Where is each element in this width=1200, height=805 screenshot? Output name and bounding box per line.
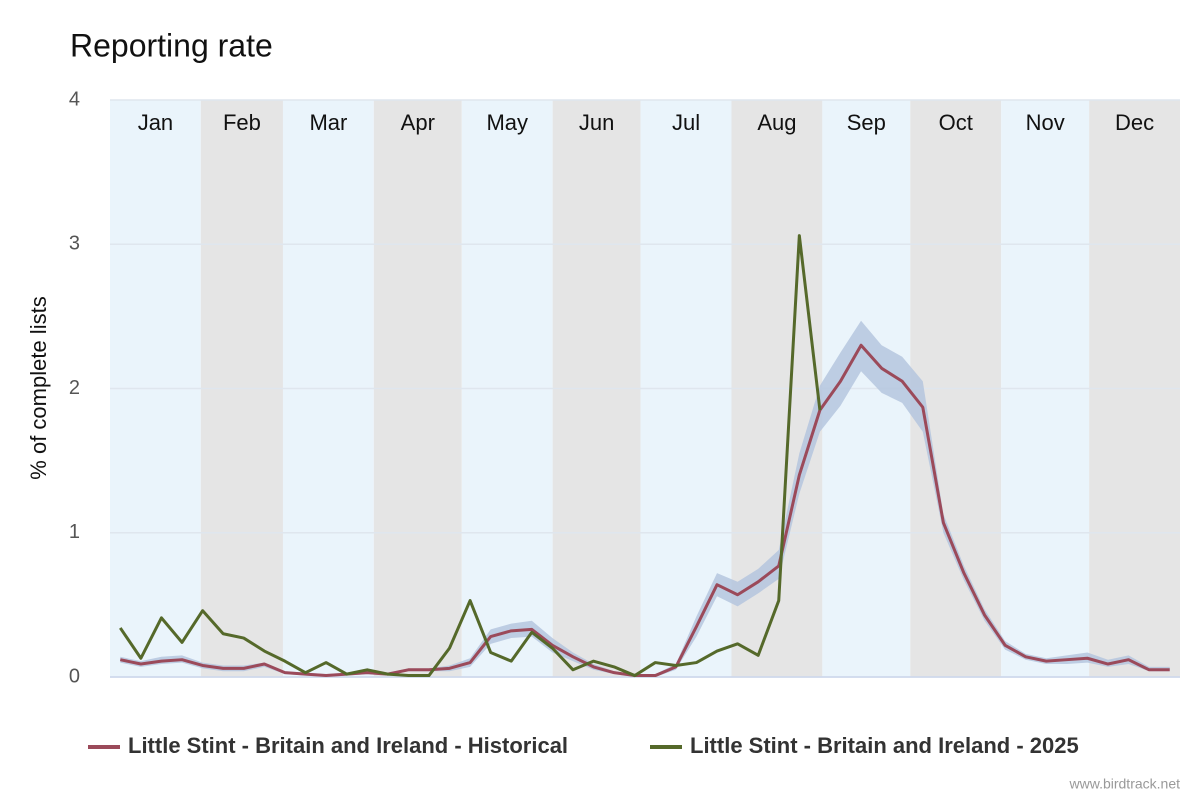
month-label: Mar: [309, 110, 347, 135]
month-label: Aug: [757, 110, 796, 135]
y-tick-label: 3: [69, 233, 80, 255]
chart-title: Reporting rate: [70, 27, 273, 63]
month-label: Jun: [579, 110, 614, 135]
y-tick-label: 4: [69, 88, 80, 110]
month-label: Apr: [401, 110, 435, 135]
y-tick-label: 2: [69, 377, 80, 399]
month-label: Nov: [1026, 110, 1065, 135]
confidence-band: [120, 320, 1170, 677]
y-axis-label: % of complete lists: [26, 296, 51, 479]
credit: www.birdtrack.net: [1069, 776, 1181, 792]
legend-label: Little Stint - Britain and Ireland - 202…: [690, 733, 1079, 758]
month-label: May: [486, 110, 528, 135]
month-label: Sep: [847, 110, 886, 135]
series-line: [119, 343, 1170, 678]
month-label: Oct: [939, 110, 973, 135]
y-tick-label: 1: [69, 521, 80, 543]
month-label: Jan: [138, 110, 173, 135]
legend-label: Little Stint - Britain and Ireland - His…: [128, 733, 568, 758]
month-label: Jul: [672, 110, 700, 135]
month-label: Dec: [1115, 110, 1154, 135]
month-label: Feb: [223, 110, 261, 135]
y-tick-label: 0: [69, 665, 80, 687]
series-line: [119, 234, 822, 678]
